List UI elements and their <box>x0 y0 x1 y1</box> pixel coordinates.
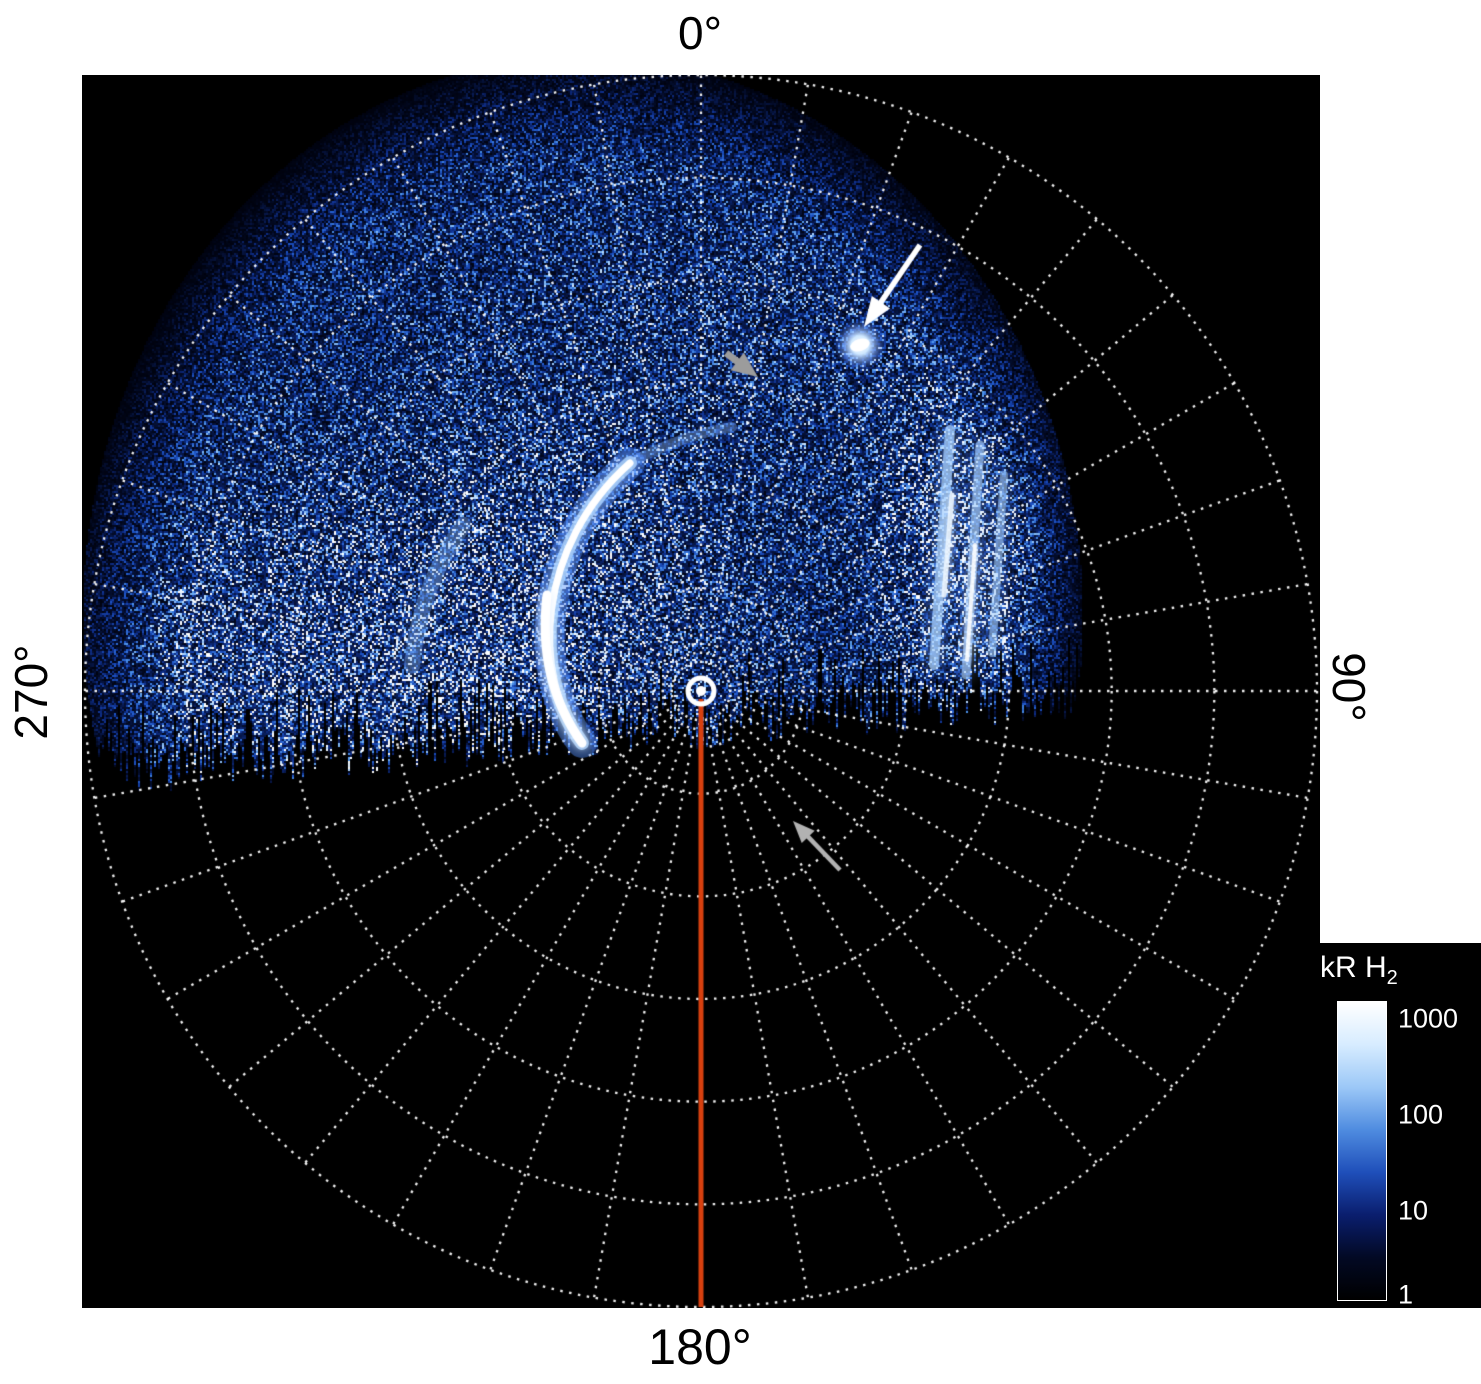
colorbar-tick-100: 100 <box>1398 1099 1444 1130</box>
angle-label-180deg: 180° <box>648 1319 752 1375</box>
colorbar-tick-1: 1 <box>1398 1279 1414 1310</box>
colorbar-tick-10: 10 <box>1398 1195 1429 1226</box>
aurora-heatmap-canvas <box>82 75 1320 1308</box>
colorbar-title: kR H2 <box>1320 951 1398 989</box>
angle-label-0deg: 0° <box>678 7 722 59</box>
angle-label-270deg: 270° <box>5 644 57 740</box>
colorbar-tick-1000: 1000 <box>1398 1003 1459 1034</box>
polar-plot-frame <box>82 75 1320 1308</box>
angle-label-90deg: 90° <box>1323 652 1375 722</box>
colorbar-gradient <box>1337 1001 1387 1301</box>
colorbar: kR H2 1000 100 10 1 <box>1320 943 1481 1310</box>
